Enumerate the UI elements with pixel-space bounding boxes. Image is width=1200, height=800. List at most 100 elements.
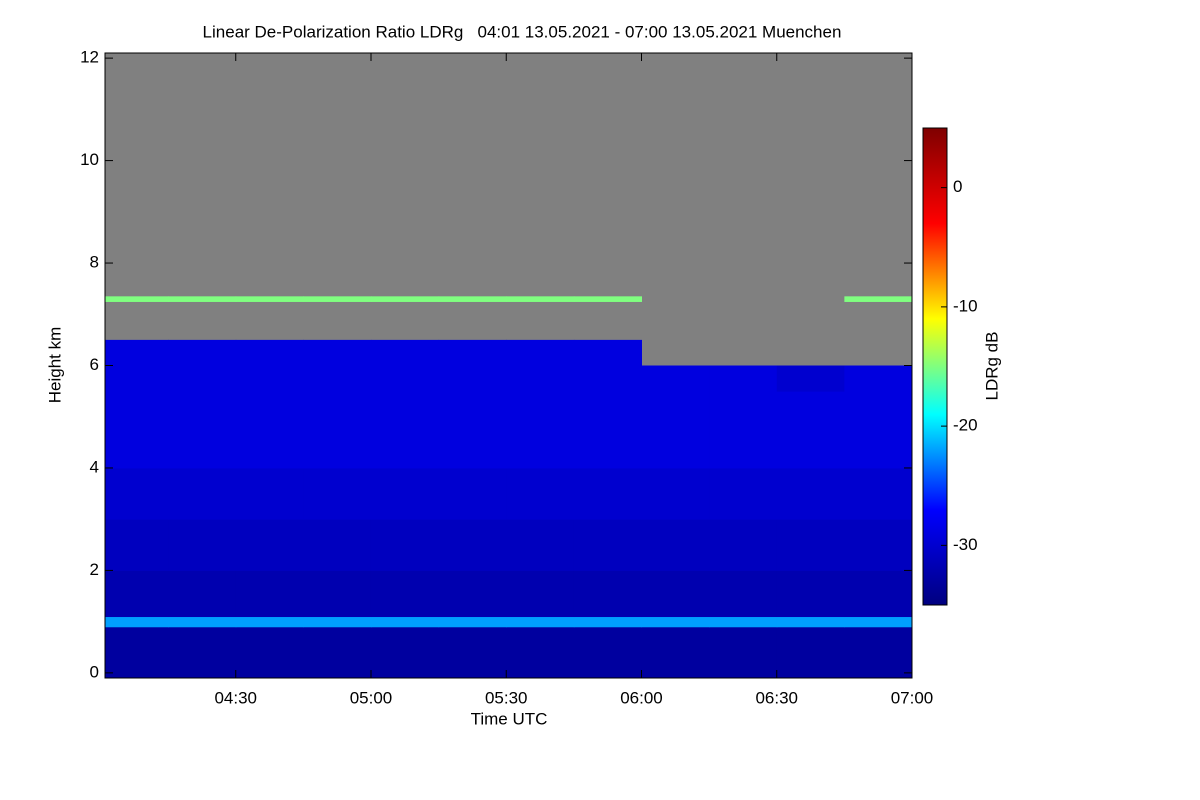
- heatmap-cell: [709, 616, 778, 628]
- heatmap-cell: [105, 296, 169, 302]
- heatmap-cell: [776, 519, 845, 571]
- heatmap-cell: [506, 296, 575, 302]
- y-tick-label: 12: [80, 48, 99, 67]
- heatmap-cell: [168, 391, 237, 418]
- heatmap-cell: [776, 365, 845, 392]
- heatmap-cell: [105, 616, 169, 628]
- heatmap-cell: [776, 391, 845, 418]
- heatmap-cell: [641, 416, 710, 469]
- x-tick-label: 07:00: [891, 688, 934, 707]
- heatmap-cell: [235, 365, 304, 392]
- heatmap-cell: [844, 616, 913, 628]
- colorbar-tick-label: -20: [953, 416, 978, 435]
- heatmap-cell: [303, 339, 372, 366]
- heatmap-cell: [105, 626, 169, 679]
- heatmap-cell: [370, 416, 440, 469]
- heatmap-cell: [573, 570, 642, 618]
- heatmap-cell: [303, 626, 372, 679]
- x-tick-label: 04:30: [214, 688, 257, 707]
- heatmap-cell: [506, 467, 575, 520]
- heatmap-cell: [709, 365, 778, 392]
- heatmap-cell: [438, 296, 507, 302]
- y-tick-label: 10: [80, 150, 99, 169]
- heatmap-cell: [235, 616, 304, 628]
- heatmap-cell: [438, 467, 507, 520]
- y-tick-label: 2: [90, 560, 99, 579]
- heatmap-cell: [303, 416, 372, 469]
- heatmap-cell: [168, 626, 237, 679]
- heatmap-cell: [438, 391, 507, 418]
- colorbar: [922, 127, 948, 606]
- heatmap-cell: [438, 339, 507, 366]
- x-tick-label: 06:00: [620, 688, 663, 707]
- heatmap-cell: [370, 570, 440, 618]
- heatmap-cell: [573, 391, 642, 418]
- heatmap-cell: [370, 616, 440, 628]
- heatmap-cell: [438, 416, 507, 469]
- heatmap-cell: [105, 467, 169, 520]
- heatmap-cell: [438, 626, 507, 679]
- heatmap-cell: [235, 416, 304, 469]
- heatmap-cell: [776, 416, 845, 469]
- heatmap-cell: [506, 570, 575, 618]
- heatmap-cell: [438, 570, 507, 618]
- heatmap-cell: [573, 519, 642, 571]
- heatmap-cell: [168, 296, 237, 302]
- heatmap-cell: [641, 519, 710, 571]
- heatmap-cell: [641, 626, 710, 679]
- heatmap-cell: [709, 626, 778, 679]
- heatmap-cell: [370, 365, 440, 392]
- heatmap-cell: [105, 339, 169, 366]
- heatmap-cell: [844, 626, 913, 679]
- heatmap-cell: [168, 467, 237, 520]
- heatmap-cell: [370, 467, 440, 520]
- heatmap-cell: [641, 616, 710, 628]
- heatmap-cell: [303, 616, 372, 628]
- heatmap-cell: [235, 626, 304, 679]
- x-axis-label: Time UTC: [471, 709, 548, 728]
- y-tick-label: 0: [90, 662, 99, 681]
- heatmap-cell: [573, 296, 642, 302]
- heatmap-cell: [844, 519, 913, 571]
- heatmap-cell: [776, 467, 845, 520]
- heatmap-cell: [235, 296, 304, 302]
- heatmap-cell: [370, 519, 440, 571]
- heatmap-cell: [709, 519, 778, 571]
- heatmap-cell: [573, 416, 642, 469]
- heatmap-cell: [303, 391, 372, 418]
- heatmap-cell: [844, 570, 913, 618]
- heatmap-cell: [844, 365, 913, 392]
- heatmap-cell: [844, 391, 913, 418]
- heatmap-cell: [506, 416, 575, 469]
- heatmap-cell: [776, 570, 845, 618]
- heatmap-cell: [303, 296, 372, 302]
- heatmap-cell: [370, 391, 440, 418]
- heatmap-cell: [105, 391, 169, 418]
- heatmap-cell: [105, 519, 169, 571]
- heatmap-cell: [844, 296, 913, 302]
- heatmap-cell: [573, 626, 642, 679]
- heatmap-cell: [641, 570, 710, 618]
- heatmap-cell: [168, 570, 237, 618]
- heatmap-cell: [641, 467, 710, 520]
- heatmap-cell: [168, 365, 237, 392]
- chart-title: Linear De-Polarization Ratio LDRg 04:01 …: [203, 22, 842, 41]
- heatmap-cell: [573, 339, 642, 366]
- heatmap-cell: [776, 616, 845, 628]
- heatmap-cell: [573, 467, 642, 520]
- y-tick-label: 6: [90, 355, 99, 374]
- colorbar-label: LDRg dB: [982, 332, 1001, 401]
- heatmap-cell: [709, 391, 778, 418]
- heatmap-cell: [506, 339, 575, 366]
- heatmap-cell: [235, 467, 304, 520]
- heatmap-cell: [303, 365, 372, 392]
- x-tick-label: 05:00: [350, 688, 393, 707]
- heatmap-cell: [438, 616, 507, 628]
- colorbar-tick-label: 0: [953, 177, 962, 196]
- heatmap-cell: [844, 416, 913, 469]
- heatmap-cell: [506, 519, 575, 571]
- heatmap-cell: [506, 626, 575, 679]
- colorbar-tick-label: -30: [953, 535, 978, 554]
- heatmap-cell: [105, 416, 169, 469]
